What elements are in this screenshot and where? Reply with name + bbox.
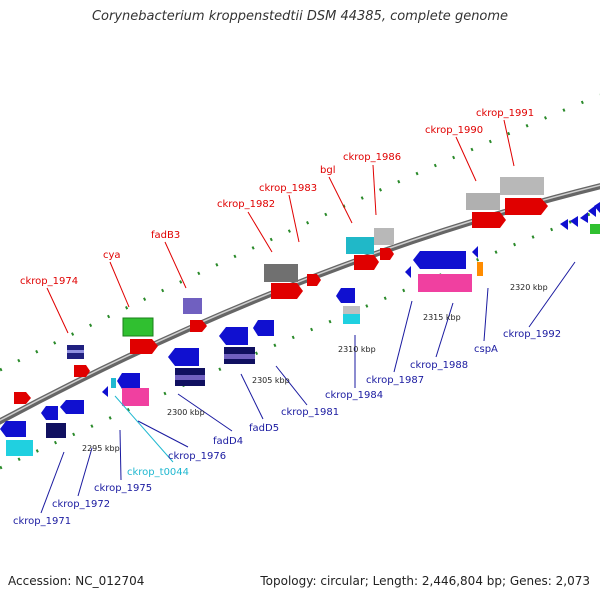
gene-ckrop_t0044 bbox=[111, 378, 116, 388]
label-ckrop_1982: ckrop_1982 bbox=[217, 199, 275, 210]
label-ckrop_1972: ckrop_1972 bbox=[52, 499, 110, 510]
label-fadB3: fadB3 bbox=[151, 230, 180, 241]
bottom-gene-labels: ckrop_1971 ckrop_1972 ckrop_1975 ckrop_t… bbox=[13, 329, 561, 527]
label-ckrop_1971: ckrop_1971 bbox=[13, 516, 71, 527]
gene-arrow bbox=[130, 339, 158, 354]
genes-forward-strand bbox=[14, 177, 548, 404]
gene-arrow bbox=[74, 365, 90, 377]
gene-ckrop_1991 bbox=[500, 177, 544, 195]
gene-ckrop_1984 bbox=[336, 288, 355, 303]
label-ckrop_1983: ckrop_1983 bbox=[259, 183, 317, 194]
gene-bgl bbox=[346, 237, 374, 254]
gene-ckrop_1981 bbox=[253, 320, 274, 336]
gene-ckrop_1972 bbox=[41, 406, 58, 420]
gene-arrow bbox=[354, 255, 379, 270]
label-ckrop_1986: ckrop_1986 bbox=[343, 152, 401, 163]
gene-ckrop_1975 bbox=[117, 373, 140, 389]
label-fadD5: fadD5 bbox=[249, 423, 279, 434]
gene-ckrop_1988 bbox=[418, 274, 472, 292]
label-ckrop_1984: ckrop_1984 bbox=[325, 390, 383, 401]
gene-cspA bbox=[477, 262, 483, 276]
label-ckrop_1991: ckrop_1991 bbox=[476, 108, 534, 119]
gene-arrow bbox=[190, 320, 207, 332]
gene-ckrop_1976 bbox=[122, 388, 149, 406]
top-gene-labels: ckrop_1974 cya fadB3 ckrop_1982 ckrop_19… bbox=[20, 108, 534, 287]
label-cspA: cspA bbox=[474, 344, 498, 355]
gene-ckrop_1990 bbox=[466, 193, 500, 210]
label-ckrop_1975: ckrop_1975 bbox=[94, 483, 152, 494]
genome-title: Corynebacterium kroppenstedtii DSM 44385… bbox=[91, 9, 509, 24]
topology-text: Topology: circular; Length: 2,446,804 bp… bbox=[260, 574, 590, 588]
gene-arrow bbox=[102, 386, 108, 397]
gene-arrow bbox=[307, 274, 321, 286]
top-connectors bbox=[46, 119, 515, 334]
trna-connector bbox=[114, 395, 174, 463]
label-ckrop_t0044: ckrop_t0044 bbox=[127, 467, 189, 478]
gene-arrow bbox=[472, 212, 506, 228]
label-ckrop_1990: ckrop_1990 bbox=[425, 125, 483, 136]
label-ckrop_1976: ckrop_1976 bbox=[168, 451, 226, 462]
gene-ckrop_1983 bbox=[271, 283, 303, 299]
gene-arrow bbox=[405, 266, 411, 278]
kbp-label: 2315 kbp bbox=[423, 313, 461, 322]
kbp-label: 2320 kbp bbox=[510, 283, 548, 292]
label-ckrop_1988: ckrop_1988 bbox=[410, 360, 468, 371]
guide-tracks bbox=[0, 93, 600, 470]
kbp-label: 2295 kbp bbox=[82, 444, 120, 453]
gene-fadD5 bbox=[219, 327, 248, 345]
gene-cya bbox=[122, 317, 154, 337]
gene-arrow bbox=[505, 198, 548, 215]
kbp-label: 2305 kbp bbox=[252, 376, 290, 385]
gene-fadB3 bbox=[183, 298, 202, 314]
gene-fadD4 bbox=[168, 348, 199, 366]
gene-arrow bbox=[14, 392, 31, 404]
label-bgl: bgl bbox=[320, 165, 335, 176]
label-ckrop_1992: ckrop_1992 bbox=[503, 329, 561, 340]
genome-backbone bbox=[0, 183, 600, 425]
gene-arrow bbox=[472, 246, 478, 258]
gene-ckrop_1992 bbox=[560, 219, 568, 230]
gene-arrow bbox=[380, 248, 394, 260]
label-fadD4: fadD4 bbox=[213, 436, 243, 447]
kbp-scale: 2295 kbp 2300 kbp 2305 kbp 2310 kbp 2315… bbox=[82, 283, 548, 453]
kbp-label: 2310 kbp bbox=[338, 345, 376, 354]
label-ckrop_1974: ckrop_1974 bbox=[20, 276, 78, 287]
gene-ckrop_1987 bbox=[413, 251, 466, 269]
label-ckrop_1981: ckrop_1981 bbox=[281, 407, 339, 418]
accession-text: Accession: NC_012704 bbox=[8, 574, 145, 588]
kbp-label: 2300 kbp bbox=[167, 408, 205, 417]
label-ckrop_1987: ckrop_1987 bbox=[366, 375, 424, 386]
bottom-connectors bbox=[40, 261, 576, 514]
gene-ckrop_1982 bbox=[264, 264, 298, 282]
label-cya: cya bbox=[103, 250, 121, 261]
gene-ckrop_1986 bbox=[374, 228, 394, 245]
gene-ckrop_1971 bbox=[0, 421, 26, 437]
genes-reverse-strand bbox=[0, 202, 600, 456]
gene-arrow bbox=[60, 400, 84, 414]
